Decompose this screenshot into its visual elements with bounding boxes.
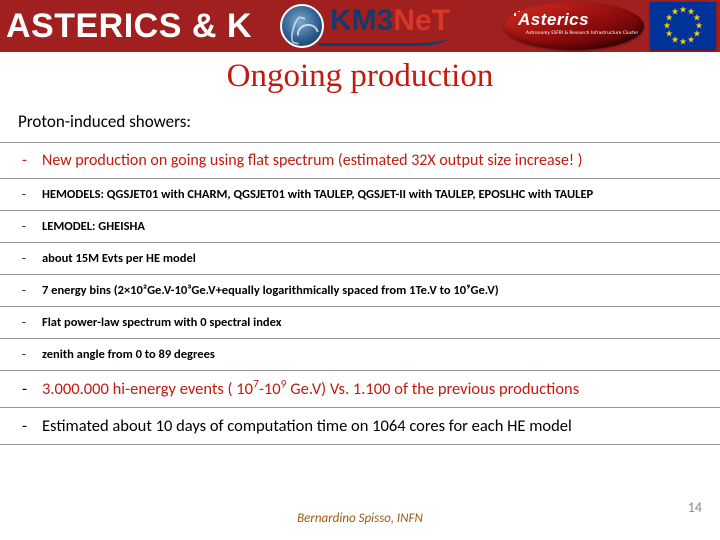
bullet-row: - about 15M Evts per HE model — [18, 249, 702, 268]
divider — [0, 338, 720, 339]
footer-author: Bernardino Spisso, INFN — [0, 511, 720, 526]
summary-text: 3.000.000 hi-energy events ( 107-109 Ge.… — [42, 379, 702, 399]
km3net-text: KM3NeT — [330, 4, 450, 38]
t: 3.000.000 hi-energy events ( 10 — [42, 379, 253, 399]
summary-row: - 3.000.000 hi-energy events ( 107-109 G… — [18, 377, 702, 401]
content: Proton-induced showers: - New production… — [0, 95, 720, 445]
dash-icon: - — [18, 315, 42, 330]
dash-icon: - — [18, 283, 42, 298]
km3net-logo: KM3NeT — [330, 4, 500, 48]
slide-title: Ongoing production — [0, 58, 720, 95]
bullet-text: HEMODELS: QGSJET01 with CHARM, QGSJET01 … — [42, 187, 702, 202]
bullet-row: - HEMODELS: QGSJET01 with CHARM, QGSJET0… — [18, 185, 702, 204]
km3net-red: NeT — [393, 4, 450, 37]
bullet-text: zenith angle from 0 to 89 degrees — [42, 347, 702, 362]
t: Ge.V) Vs. 1.100 of the previous producti… — [287, 379, 580, 399]
eu-flag-icon: ★ ★ ★ ★ ★ ★ ★ ★ ★ ★ ★ ★ — [650, 2, 716, 50]
dash-icon: - — [18, 347, 42, 362]
divider — [0, 178, 720, 179]
lead-bullet: - New production on going using flat spe… — [18, 149, 702, 172]
km3net-black: KM3 — [330, 4, 393, 37]
divider — [0, 407, 720, 408]
summary-text: Estimated about 10 days of computation t… — [42, 416, 702, 436]
asterics-logo: Asterics Astronomy ESFRI & Research Infr… — [504, 2, 644, 50]
km3net-swoosh-icon — [318, 38, 448, 46]
bullet-text: Flat power-law spectrum with 0 spectral … — [42, 315, 702, 330]
divider — [0, 370, 720, 371]
dash-icon: - — [18, 251, 42, 266]
dash-icon: - — [18, 379, 42, 399]
divider — [0, 242, 720, 243]
t: -10 — [259, 379, 281, 399]
page-number: 14 — [688, 499, 702, 516]
lead-text: New production on going using flat spect… — [42, 151, 702, 170]
divider — [0, 142, 720, 143]
bullet-text: about 15M Evts per HE model — [42, 251, 702, 266]
summary-row: - Estimated about 10 days of computation… — [18, 414, 702, 438]
dash-icon: - — [18, 416, 42, 436]
dash-icon: - — [18, 151, 42, 170]
section-heading: Proton-induced showers: — [18, 111, 702, 132]
divider — [0, 274, 720, 275]
asterics-sub: Astronomy ESFRI & Research Infrastructur… — [526, 30, 639, 36]
dash-icon: - — [18, 187, 42, 202]
divider — [0, 444, 720, 445]
bullet-text: LEMODEL: GHEISHA — [42, 219, 702, 234]
bullet-text: 7 energy bins (2×10²Ge.V-10³Ge.V+equally… — [42, 283, 702, 298]
slide: ASTERICS & K KM3NeT Asterics Astronomy E… — [0, 0, 720, 540]
bullet-row: - 7 energy bins (2×10²Ge.V-10³Ge.V+equal… — [18, 281, 702, 300]
divider — [0, 306, 720, 307]
bullet-row: - zenith angle from 0 to 89 degrees — [18, 345, 702, 364]
header-bar: ASTERICS & K KM3NeT Asterics Astronomy E… — [0, 0, 720, 52]
dash-icon: - — [18, 219, 42, 234]
divider — [0, 210, 720, 211]
asterics-label: Asterics — [518, 10, 589, 30]
bullet-row: - LEMODEL: GHEISHA — [18, 217, 702, 236]
bullet-row: - Flat power-law spectrum with 0 spectra… — [18, 313, 702, 332]
asterics-oval-icon: Asterics Astronomy ESFRI & Research Infr… — [504, 2, 644, 50]
